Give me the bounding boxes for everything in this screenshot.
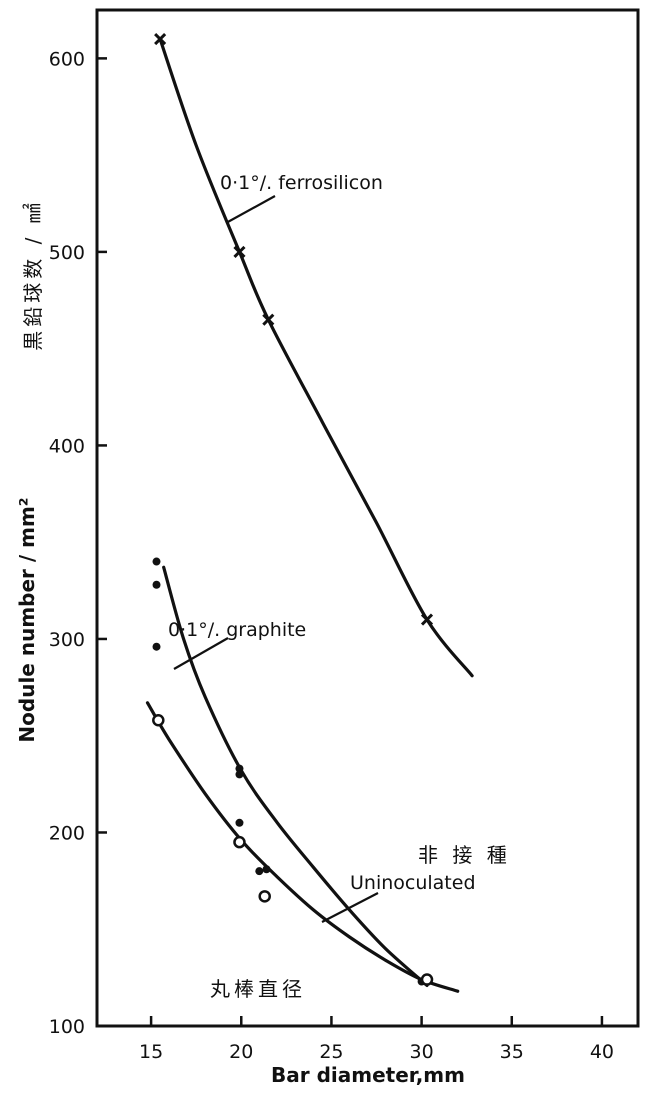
series-markers [152, 32, 434, 986]
y-axis-title-jp: 黒鉛球数 / ㎟ [21, 199, 45, 350]
x-axis-title: Bar diameter,mm [271, 1063, 465, 1087]
uninoculated-label-jp: 非 接 種 [418, 843, 511, 867]
y-tick-label: 400 [49, 435, 85, 457]
uninoculated-leader-line [321, 892, 379, 923]
uninoculated-point [258, 890, 271, 903]
graphite-curve [162, 565, 429, 987]
y-tick-label: 600 [49, 48, 85, 70]
graphite-point [235, 818, 244, 827]
x-axis-title-jp: 丸棒直径 [210, 977, 306, 1001]
uninoculated-curve [145, 701, 460, 993]
ferrosilicon-label: 0·1°/. ferrosilicon [220, 172, 383, 194]
series-curves [145, 37, 474, 993]
graphite-point [235, 764, 244, 773]
graphite-point [255, 867, 264, 876]
uninoculated-point [152, 713, 165, 727]
ferrosilicon-point [154, 32, 167, 46]
annotations: 0·1°/. ferrosilicon 0·1°/. graphite Unin… [168, 172, 511, 1001]
plot-frame [95, 8, 640, 1028]
y-tick-label: 300 [49, 629, 85, 651]
x-tick-label: 30 [410, 1041, 434, 1063]
ferrosilicon-point [420, 613, 434, 626]
x-tick-label: 40 [590, 1041, 614, 1063]
ferrosilicon-point [233, 245, 246, 258]
ferrosilicon-leader-line [225, 195, 276, 224]
graphite-point [235, 770, 244, 779]
ferrosilicon-point [262, 313, 275, 326]
tick-labels: 15 20 25 30 35 40 100 200 300 400 500 600 [49, 48, 614, 1063]
ferrosilicon-curve [158, 37, 474, 678]
x-tick-label: 15 [139, 1041, 163, 1063]
x-tick-label: 20 [229, 1041, 253, 1063]
uninoculated-label: Uninoculated [350, 872, 476, 894]
graphite-label: 0·1°/. graphite [168, 619, 306, 641]
x-tick-label: 25 [319, 1041, 343, 1063]
uninoculated-point [233, 835, 246, 849]
y-tick-label: 200 [49, 822, 85, 844]
uninoculated-point [420, 973, 434, 986]
graphite-leader-line [173, 637, 229, 670]
x-tick-label: 35 [500, 1041, 524, 1063]
graphite-point [152, 557, 161, 566]
graphite-point [262, 865, 271, 874]
graphite-point [152, 580, 161, 589]
graphite-point [152, 642, 161, 651]
tick-marks [97, 57, 604, 1028]
y-tick-label: 100 [49, 1016, 85, 1038]
y-axis-title: Nodule number / mm² [15, 497, 39, 742]
y-tick-label: 500 [49, 242, 85, 264]
